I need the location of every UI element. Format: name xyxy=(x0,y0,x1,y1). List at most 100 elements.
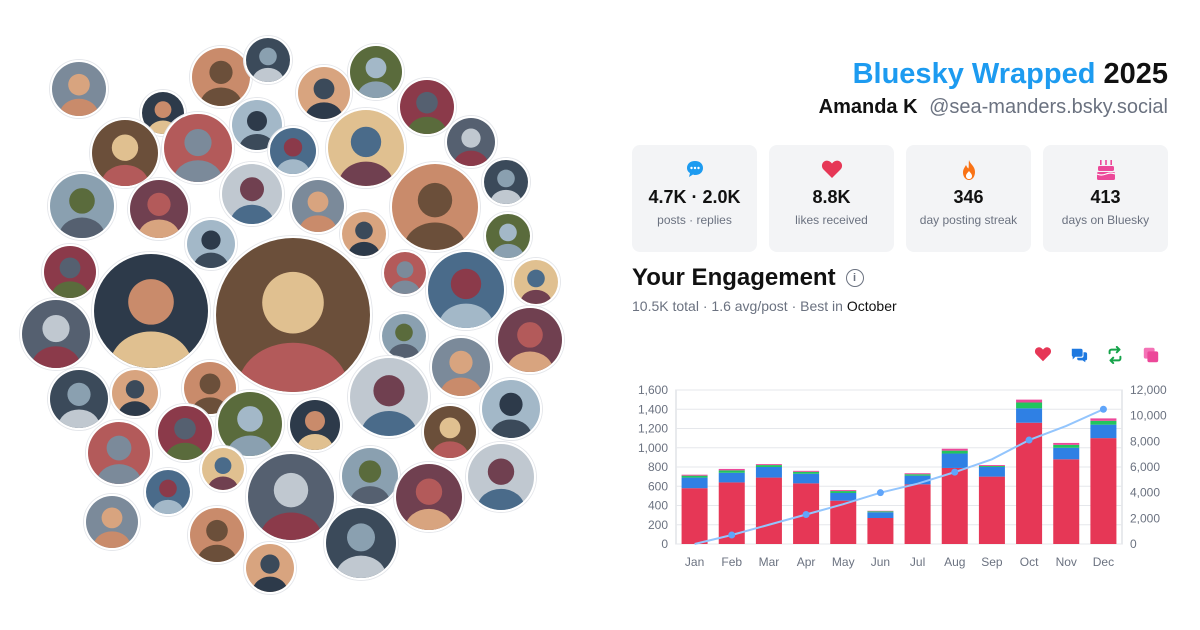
bar-segment-reposts[interactable] xyxy=(681,475,708,478)
engagement-avg: 1.6 avg/post xyxy=(711,298,788,314)
x-tick-label: Mar xyxy=(759,555,780,569)
bar-segment-quotes[interactable] xyxy=(718,468,745,471)
cumulative-point[interactable] xyxy=(1099,405,1107,413)
bar-segment-quotes[interactable] xyxy=(941,448,968,451)
avatar xyxy=(445,116,497,168)
avatar xyxy=(340,446,400,506)
bar-segment-quotes[interactable] xyxy=(793,470,820,472)
avatar xyxy=(230,98,284,152)
bar-segment-quotes[interactable] xyxy=(904,473,931,475)
y-tick-label-left: 1,000 xyxy=(638,441,668,455)
bar-segment-replies[interactable] xyxy=(681,477,708,489)
bar-segment-reposts[interactable] xyxy=(830,491,857,493)
x-tick-label: May xyxy=(832,555,855,569)
avatar xyxy=(220,162,284,226)
avatar xyxy=(484,212,532,260)
bar-segment-likes[interactable] xyxy=(978,476,1005,544)
y-tick-label-right: 0 xyxy=(1130,537,1137,551)
bar-segment-replies[interactable] xyxy=(1053,447,1080,460)
bar-segment-reposts[interactable] xyxy=(1053,444,1080,448)
avatar xyxy=(156,404,214,462)
cumulative-point[interactable] xyxy=(802,510,810,518)
avatar xyxy=(326,108,406,188)
bar-segment-likes[interactable] xyxy=(867,518,894,544)
bar-segment-quotes[interactable] xyxy=(1053,442,1080,445)
bar-segment-reposts[interactable] xyxy=(755,465,782,467)
bar-segment-likes[interactable] xyxy=(755,477,782,544)
bar-segment-reposts[interactable] xyxy=(1016,402,1043,409)
heart-icon xyxy=(769,159,894,181)
y-tick-label-right: 2,000 xyxy=(1130,511,1160,525)
bar-segment-replies[interactable] xyxy=(904,475,931,485)
x-tick-label: Jun xyxy=(871,555,890,569)
bar-segment-reposts[interactable] xyxy=(867,511,894,513)
avatar xyxy=(268,126,318,176)
stat-label: posts · replies xyxy=(657,213,732,227)
bar-segment-replies[interactable] xyxy=(978,467,1005,477)
bar-segment-reposts[interactable] xyxy=(941,450,968,454)
bar-segment-replies[interactable] xyxy=(1016,408,1043,423)
cumulative-point[interactable] xyxy=(1025,436,1033,444)
info-icon[interactable]: i xyxy=(845,269,864,287)
y-tick-label-left: 1,600 xyxy=(638,383,668,397)
cumulative-point[interactable] xyxy=(876,489,884,497)
engagement-title: Your Engagement xyxy=(632,264,836,291)
y-tick-label-right: 10,000 xyxy=(1130,409,1167,423)
bar-segment-likes[interactable] xyxy=(904,484,931,544)
engagement-best-prefix: Best in xyxy=(800,298,843,314)
bar-segment-replies[interactable] xyxy=(793,473,820,484)
x-tick-label: Feb xyxy=(721,555,742,569)
y-tick-label-right: 12,000 xyxy=(1130,383,1167,397)
bar-segment-reposts[interactable] xyxy=(904,474,931,476)
bar-segment-quotes[interactable] xyxy=(830,490,857,492)
bar-segment-likes[interactable] xyxy=(681,488,708,544)
bar-segment-likes[interactable] xyxy=(1053,459,1080,544)
bar-segment-quotes[interactable] xyxy=(1016,399,1043,403)
bar-segment-replies[interactable] xyxy=(941,453,968,468)
bar-segment-replies[interactable] xyxy=(867,512,894,519)
bar-segment-replies[interactable] xyxy=(718,472,745,483)
bar-segment-replies[interactable] xyxy=(755,467,782,478)
engagement-heading: Your Engagement i xyxy=(632,264,864,292)
engagement-total-label: total xyxy=(672,298,699,314)
y-tick-label-right: 4,000 xyxy=(1130,486,1160,500)
avatar xyxy=(90,118,160,188)
y-tick-label-left: 200 xyxy=(648,518,668,532)
engagement-total: 10.5K xyxy=(632,298,669,314)
avatar xyxy=(48,172,116,240)
x-tick-label: Nov xyxy=(1056,555,1077,569)
bar-segment-quotes[interactable] xyxy=(681,474,708,476)
avatar xyxy=(296,65,352,121)
repost-icon[interactable] xyxy=(1106,345,1124,365)
cumulative-point[interactable] xyxy=(951,468,959,476)
cumulative-point[interactable] xyxy=(728,531,736,539)
bar-segment-reposts[interactable] xyxy=(1090,420,1117,425)
y-tick-label-left: 600 xyxy=(648,479,668,493)
avatar xyxy=(398,78,456,136)
bar-segment-quotes[interactable] xyxy=(755,464,782,466)
avatar xyxy=(244,36,292,84)
avatar xyxy=(422,404,478,460)
heart-icon[interactable] xyxy=(1034,346,1052,364)
bar-segment-replies[interactable] xyxy=(830,492,857,501)
bar-segment-reposts[interactable] xyxy=(718,470,745,473)
display-name: Amanda K xyxy=(818,96,918,118)
bar-segment-quotes[interactable] xyxy=(1090,418,1117,421)
avatar xyxy=(290,178,346,234)
bar-segment-quotes[interactable] xyxy=(978,465,1005,467)
engagement-summary: 10.5K total · 1.6 avg/post · Best in Oct… xyxy=(632,298,897,314)
bar-segment-likes[interactable] xyxy=(830,500,857,544)
engagement-best-month: October xyxy=(846,298,897,314)
avatar xyxy=(214,236,372,394)
avatar xyxy=(288,398,342,452)
bar-segment-reposts[interactable] xyxy=(793,471,820,474)
bar-segment-likes[interactable] xyxy=(941,467,968,544)
bar-segment-reposts[interactable] xyxy=(978,466,1005,467)
avatar xyxy=(426,250,506,330)
avatar xyxy=(144,468,192,516)
quote-icon[interactable] xyxy=(1142,346,1160,364)
y-tick-label-left: 400 xyxy=(648,499,668,513)
bar-segment-replies[interactable] xyxy=(1090,424,1117,439)
bar-segment-likes[interactable] xyxy=(1090,438,1117,544)
reply-bubbles-icon[interactable] xyxy=(1070,346,1088,364)
